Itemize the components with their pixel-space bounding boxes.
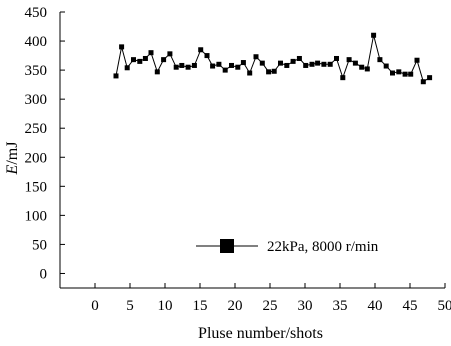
data-point — [235, 64, 241, 70]
data-point — [334, 55, 339, 61]
data-point — [113, 73, 119, 79]
data-point — [303, 62, 309, 68]
data-point — [390, 70, 395, 76]
data-point — [167, 51, 173, 57]
data-point — [210, 63, 216, 69]
data-point — [296, 55, 302, 61]
data-point — [131, 57, 136, 63]
x-tick-label: 45 — [403, 298, 418, 314]
data-point — [427, 75, 433, 81]
data-point — [173, 64, 179, 70]
data-point — [377, 57, 383, 63]
data-point — [266, 69, 272, 75]
data-point — [359, 64, 365, 70]
data-point — [364, 66, 370, 72]
data-point — [371, 32, 377, 38]
legend: 22kPa, 8000 r/min — [196, 239, 379, 255]
data-point — [346, 57, 352, 63]
data-point — [216, 61, 222, 67]
data-point — [185, 64, 191, 70]
data-point — [396, 69, 402, 75]
legend-square-marker — [220, 239, 234, 253]
x-tick-label: 10 — [158, 298, 173, 314]
data-point — [222, 67, 228, 73]
data-point — [383, 63, 389, 69]
data-point — [148, 50, 154, 56]
y-axis-ticks: 0 50 100 150 200 250 300 350 400 450 — [25, 5, 65, 282]
y-tick-label: 300 — [25, 92, 48, 108]
data-point — [402, 71, 408, 77]
y-tick-label: 100 — [25, 208, 48, 224]
x-tick-label: 35 — [333, 298, 348, 314]
data-point — [229, 62, 234, 68]
x-tick-label: 40 — [368, 298, 383, 314]
y-tick-label: 350 — [25, 63, 48, 79]
data-point — [204, 53, 210, 59]
data-point — [321, 61, 327, 67]
data-point — [253, 54, 259, 60]
data-point — [340, 75, 346, 81]
data-point — [315, 60, 321, 66]
data-point — [198, 47, 204, 53]
data-point — [124, 65, 130, 71]
x-tick-label: 50 — [438, 298, 451, 314]
series-line — [115, 35, 430, 83]
data-point — [414, 57, 420, 63]
y-tick-label: 250 — [25, 121, 48, 137]
data-point — [247, 70, 253, 76]
data-point — [309, 61, 315, 67]
y-tick-label: 150 — [25, 179, 48, 195]
y-axis-title-unit: /mJ — [4, 142, 21, 165]
y-axis-title: E/mJ — [4, 142, 21, 176]
data-point — [191, 62, 197, 68]
x-axis-title: Pluse number/shots — [198, 325, 323, 342]
y-tick-label: 200 — [25, 150, 48, 166]
data-point — [271, 68, 277, 74]
data-point — [154, 69, 160, 75]
data-point — [352, 60, 358, 66]
x-tick-label: 20 — [228, 298, 243, 314]
x-tick-label: 5 — [126, 298, 134, 314]
x-tick-label: 25 — [263, 298, 278, 314]
data-point — [290, 58, 296, 64]
data-point — [259, 60, 265, 66]
data-point — [420, 79, 426, 85]
x-tick-label: 30 — [298, 298, 313, 314]
data-point — [119, 44, 125, 50]
y-tick-label: 450 — [25, 5, 48, 21]
series-layer — [113, 32, 433, 85]
data-point — [284, 62, 290, 68]
data-point — [161, 57, 167, 63]
y-tick-label: 400 — [25, 34, 48, 50]
data-point — [179, 62, 185, 68]
x-tick-label: 15 — [193, 298, 208, 314]
data-point — [137, 58, 143, 64]
y-tick-label: 0 — [40, 266, 48, 282]
y-tick-label: 50 — [32, 237, 47, 253]
x-axis-ticks: 0 5 10 15 20 25 30 35 40 45 50 — [91, 283, 451, 314]
y-axis-title-symbol: E — [4, 164, 21, 175]
data-point — [327, 61, 333, 67]
data-point — [240, 60, 246, 66]
x-tick-label: 0 — [91, 298, 99, 314]
data-point — [142, 55, 148, 61]
plot-frame — [59, 12, 445, 289]
data-point — [408, 71, 414, 77]
legend-label: 22kPa, 8000 r/min — [267, 239, 379, 255]
data-point — [278, 60, 283, 66]
